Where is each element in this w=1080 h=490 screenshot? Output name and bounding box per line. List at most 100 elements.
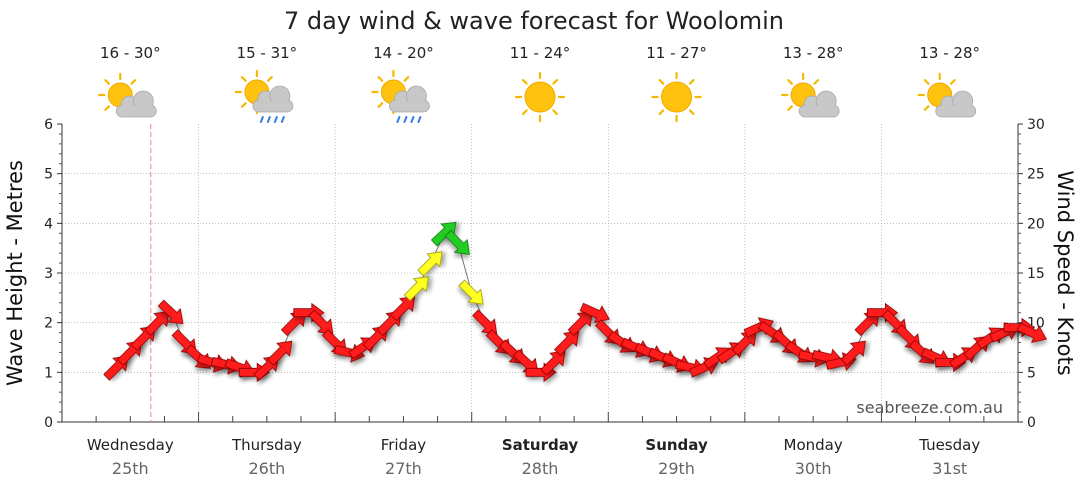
left-axis-ticks: 0 1 2 3 4 5 6 [44, 117, 62, 431]
wind-arrow [224, 358, 256, 378]
partly-cloudy-icon [781, 72, 840, 118]
day-date-label: 25th [112, 459, 149, 478]
wind-arrow [157, 299, 184, 325]
rain-drop [403, 116, 408, 123]
wind-arrow [540, 350, 566, 376]
rain-drop [396, 116, 401, 123]
sun-ray [403, 76, 410, 82]
wind-arrow [458, 279, 484, 305]
day-name-label: Tuesday [918, 436, 980, 454]
sun-ray [240, 102, 247, 108]
sun-ray [521, 78, 528, 85]
sun-ray [240, 76, 247, 82]
day-date-label: 31st [932, 459, 967, 478]
grid [62, 124, 1018, 422]
sun-ray [377, 76, 384, 82]
y-axis-left-title: Wave Height - Metres [3, 160, 27, 386]
day-temperature: 14 - 20° [373, 44, 434, 62]
watermark: seabreeze.com.au [856, 398, 1003, 417]
wind-arrow [390, 296, 416, 322]
day-date-label: 26th [248, 459, 285, 478]
day-date-label: 28th [522, 459, 559, 478]
wind-arrow [444, 229, 470, 255]
sun-ray [658, 78, 665, 85]
rain-drop [259, 116, 264, 123]
daily-temps: 16 - 30° 15 - 31° 14 - 20° 11 - 24° 11 - 27°… [98, 44, 980, 123]
day-name-label: Saturday [502, 436, 579, 454]
cloud-rain-icon [371, 69, 430, 123]
sun-ray [949, 79, 956, 85]
sun-disc [661, 81, 693, 113]
right-tick-label: 20 [1027, 216, 1045, 232]
sun-ray [267, 76, 273, 82]
sun-ray [521, 109, 528, 116]
cloud-fill [390, 101, 429, 111]
rain-drop [410, 116, 415, 123]
left-tick-label: 5 [44, 167, 53, 183]
wind-arrows [103, 221, 1047, 383]
sun-ray [104, 105, 111, 111]
day-date-label: 30th [795, 459, 832, 478]
rain-drop [417, 116, 422, 123]
partly-cloudy-icon [917, 72, 977, 118]
sun-icon [651, 71, 702, 123]
sun-ray [658, 109, 665, 116]
left-tick-label: 4 [44, 216, 53, 232]
sun-ray [787, 79, 793, 85]
day-name-label: Monday [784, 436, 843, 454]
left-tick-label: 1 [44, 365, 53, 381]
cloud-fill [936, 106, 975, 116]
rain-drop [280, 116, 285, 123]
day-temperature: 11 - 24° [510, 44, 571, 62]
partly-cloudy-icon [98, 72, 157, 118]
day-date-label: 29th [658, 459, 695, 478]
sun-ray [130, 79, 137, 85]
cloud-fill [253, 101, 292, 111]
day-temperature: 16 - 30° [100, 44, 161, 62]
wind-arrow [267, 340, 293, 366]
day-name-label: Wednesday [87, 436, 174, 454]
right-tick-label: 5 [1027, 365, 1036, 381]
wind-arrow [567, 310, 593, 336]
day-temperature: 13 - 28° [783, 44, 844, 62]
sun-ray [923, 79, 930, 85]
day-name-label: Thursday [231, 436, 302, 454]
day-temperature: 11 - 27° [646, 44, 707, 62]
right-tick-label: 25 [1027, 167, 1045, 183]
right-tick-label: 0 [1027, 415, 1036, 431]
rain-drop [266, 116, 271, 123]
wind-arrow [144, 310, 170, 336]
y-axis-right-title: Wind Speed - Knots [1053, 170, 1077, 375]
sun-ray [688, 78, 695, 85]
wind-arrow [731, 330, 757, 356]
sun-ray [104, 79, 111, 85]
wind-arrow [430, 221, 457, 247]
cloud-rain-icon [234, 69, 294, 123]
wind-arrow [1016, 322, 1047, 344]
sun-ray [552, 78, 559, 85]
sun-icon [514, 71, 566, 123]
sun-ray [552, 109, 559, 116]
sun-ray [923, 105, 930, 111]
wind-arrow [840, 340, 866, 366]
sun-ray [787, 105, 793, 111]
left-tick-label: 2 [44, 316, 53, 332]
sun-ray [688, 109, 695, 116]
cloud-fill [800, 106, 839, 116]
left-tick-label: 3 [44, 266, 53, 282]
wind-series-line [116, 232, 1032, 373]
wind-arrow [403, 276, 429, 302]
day-temperature: 15 - 31° [237, 44, 298, 62]
right-tick-label: 15 [1027, 266, 1045, 282]
left-tick-label: 6 [44, 117, 53, 133]
sun-ray [377, 102, 384, 108]
day-name-label: Sunday [645, 436, 708, 454]
wind-arrow [417, 251, 443, 277]
wind-arrow [554, 330, 580, 356]
sun-disc [524, 81, 556, 113]
left-tick-label: 0 [44, 415, 53, 431]
cloud-fill [117, 106, 156, 116]
day-temperature: 13 - 28° [919, 44, 980, 62]
